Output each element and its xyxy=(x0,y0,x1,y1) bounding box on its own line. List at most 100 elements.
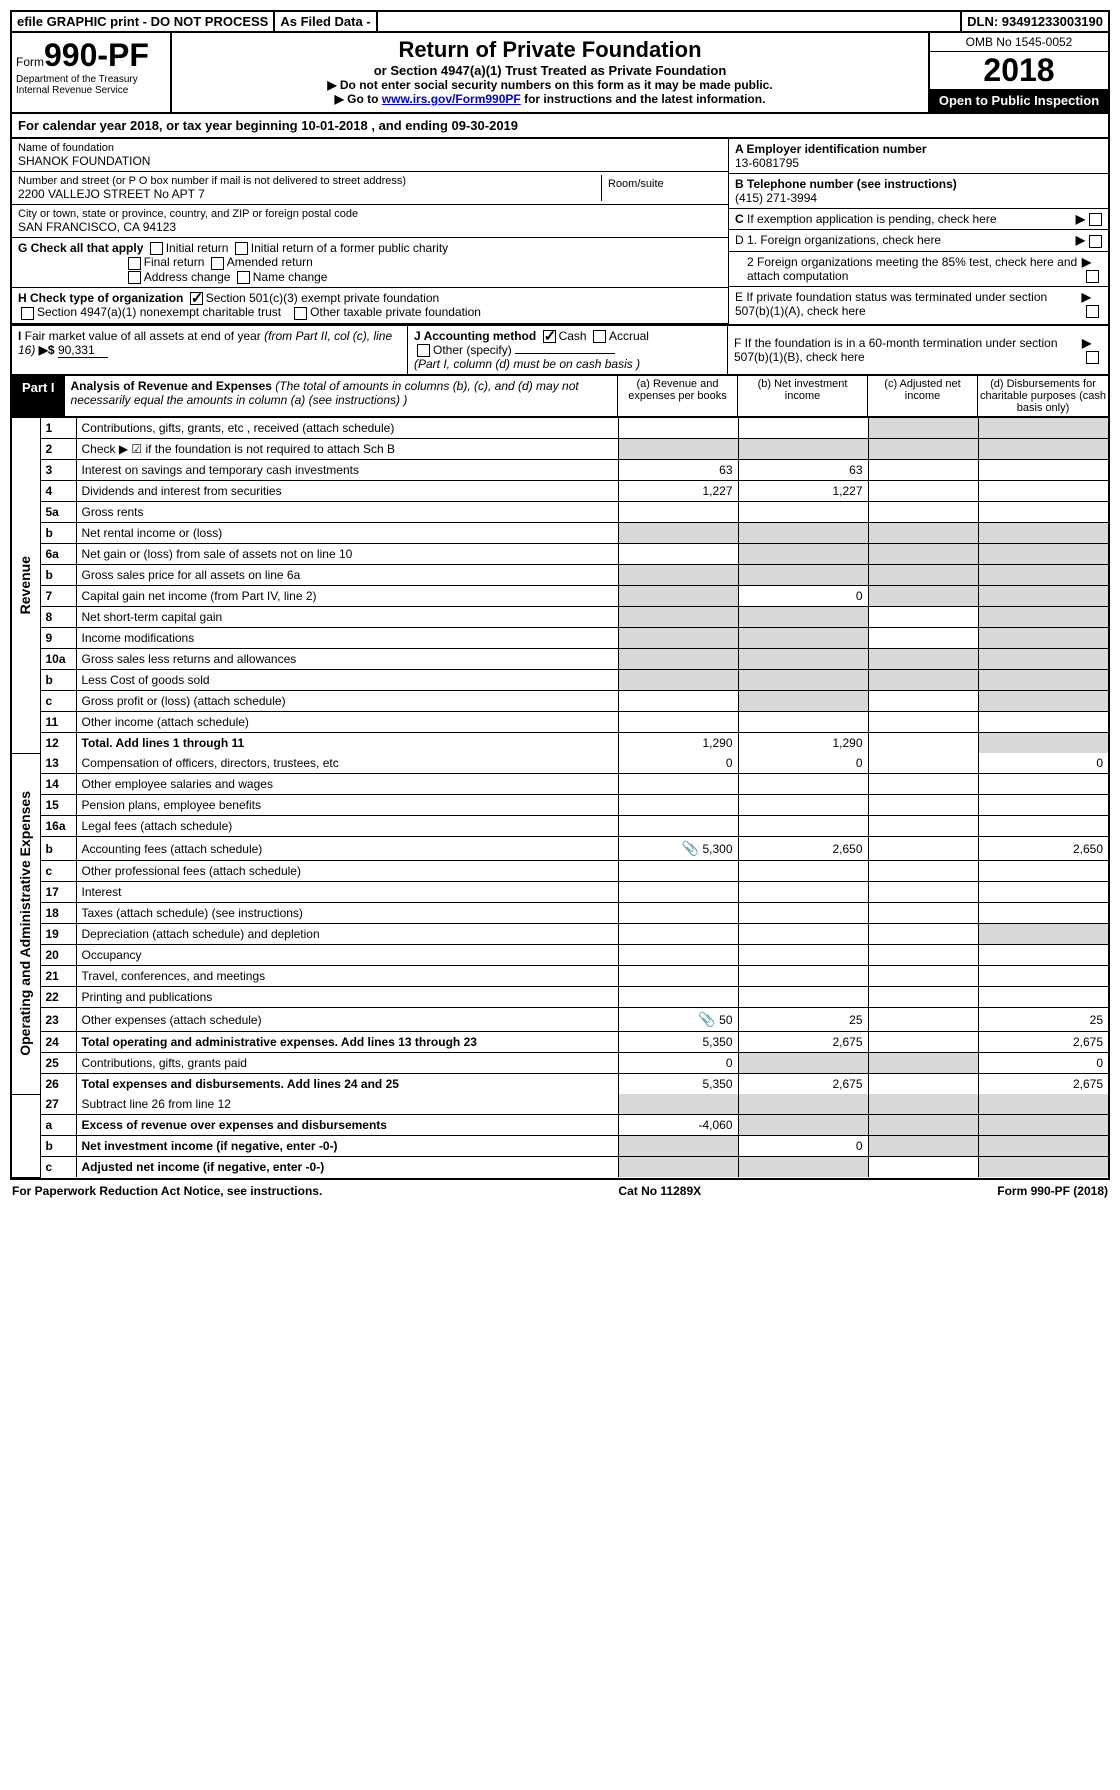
paperwork-notice: For Paperwork Reduction Act Notice, see … xyxy=(12,1184,322,1198)
col-c-value xyxy=(868,670,978,691)
form-word: Form xyxy=(16,55,44,69)
col-d-value: 0 xyxy=(978,753,1108,774)
checkbox-4947a1[interactable] xyxy=(21,307,34,320)
col-d-value xyxy=(978,712,1108,733)
line-description: Total operating and administrative expen… xyxy=(76,1032,618,1053)
checkbox-amended[interactable] xyxy=(211,257,224,270)
form-header: Form990-PF Department of the Treasury In… xyxy=(12,33,1108,114)
col-a-value xyxy=(618,795,738,816)
col-d-value xyxy=(978,628,1108,649)
attachment-icon[interactable]: 📎 xyxy=(682,840,699,856)
checkbox-d2[interactable] xyxy=(1086,270,1099,283)
line-number: 8 xyxy=(40,607,76,628)
irs-link[interactable]: www.irs.gov/Form990PF xyxy=(382,92,521,106)
col-d-value xyxy=(978,670,1108,691)
table-row: 3Interest on savings and temporary cash … xyxy=(12,460,1108,481)
col-c-value xyxy=(868,774,978,795)
cat-number: Cat No 11289X xyxy=(618,1184,701,1198)
checkbox-accrual[interactable] xyxy=(593,330,606,343)
col-c-value xyxy=(868,691,978,712)
line-number: c xyxy=(40,1157,76,1178)
line-number: c xyxy=(40,691,76,712)
col-b-value xyxy=(738,565,868,586)
ein: 13-6081795 xyxy=(735,156,799,170)
line-description: Dividends and interest from securities xyxy=(76,481,618,502)
line-number: 25 xyxy=(40,1053,76,1074)
col-c-value xyxy=(868,987,978,1008)
col-a-value xyxy=(618,586,738,607)
checkbox-f[interactable] xyxy=(1086,351,1099,364)
col-a-value xyxy=(618,691,738,712)
col-b-value xyxy=(738,774,868,795)
line-number: 10a xyxy=(40,649,76,670)
col-b-value: 2,675 xyxy=(738,1074,868,1095)
line-number: 14 xyxy=(40,774,76,795)
telephone: (415) 271-3994 xyxy=(735,191,817,205)
table-row: 24Total operating and administrative exp… xyxy=(12,1032,1108,1053)
line-number: 24 xyxy=(40,1032,76,1053)
table-row: 27Subtract line 26 from line 12 xyxy=(12,1094,1108,1115)
col-d-value xyxy=(978,439,1108,460)
checkbox-initial-former[interactable] xyxy=(235,242,248,255)
line-description: Other expenses (attach schedule) xyxy=(76,1008,618,1032)
col-a-header: (a) Revenue and expenses per books xyxy=(618,376,738,416)
col-b-value xyxy=(738,628,868,649)
col-a-value xyxy=(618,439,738,460)
entity-info: Name of foundation SHANOK FOUNDATION Num… xyxy=(12,139,1108,326)
line-number: 15 xyxy=(40,795,76,816)
as-filed-label: As Filed Data - xyxy=(275,12,377,31)
checkbox-other-taxable[interactable] xyxy=(294,307,307,320)
room-suite-label: Room/suite xyxy=(602,175,722,201)
col-b-value: 0 xyxy=(738,753,868,774)
address-row: Number and street (or P O box number if … xyxy=(12,172,728,205)
checkbox-cash[interactable] xyxy=(543,330,556,343)
line-number: 17 xyxy=(40,882,76,903)
line-description: Excess of revenue over expenses and disb… xyxy=(76,1115,618,1136)
line-description: Other income (attach schedule) xyxy=(76,712,618,733)
col-d-value xyxy=(978,733,1108,754)
col-d-value: 2,675 xyxy=(978,1032,1108,1053)
table-row: 15Pension plans, employee benefits xyxy=(12,795,1108,816)
line-description: Income modifications xyxy=(76,628,618,649)
col-d-value xyxy=(978,418,1108,439)
col-b-value xyxy=(738,523,868,544)
checkbox-501c3[interactable] xyxy=(190,292,203,305)
line-description: Contributions, gifts, grants paid xyxy=(76,1053,618,1074)
col-d-value xyxy=(978,795,1108,816)
line-number: b xyxy=(40,523,76,544)
col-a-value: -4,060 xyxy=(618,1115,738,1136)
line-description: Interest xyxy=(76,882,618,903)
col-a-value xyxy=(618,670,738,691)
checkbox-e[interactable] xyxy=(1086,305,1099,318)
col-d-value xyxy=(978,544,1108,565)
form-container: efile GRAPHIC print - DO NOT PROCESS As … xyxy=(10,10,1110,1180)
checkbox-address-change[interactable] xyxy=(128,271,141,284)
checkbox-other-method[interactable] xyxy=(417,344,430,357)
section-b: B Telephone number (see instructions) (4… xyxy=(729,174,1108,209)
table-row: 5aGross rents xyxy=(12,502,1108,523)
col-a-value: 📎 5,300 xyxy=(618,837,738,861)
checkbox-c[interactable] xyxy=(1089,213,1102,226)
col-a-value: 📎 50 xyxy=(618,1008,738,1032)
checkbox-d1[interactable] xyxy=(1089,235,1102,248)
col-b-value: 25 xyxy=(738,1008,868,1032)
col-b-value xyxy=(738,882,868,903)
col-b-value xyxy=(738,816,868,837)
line-number: 5a xyxy=(40,502,76,523)
col-a-value xyxy=(618,649,738,670)
col-c-value xyxy=(868,649,978,670)
checkbox-name-change[interactable] xyxy=(237,271,250,284)
col-b-value: 63 xyxy=(738,460,868,481)
table-row: 20Occupancy xyxy=(12,945,1108,966)
col-c-value xyxy=(868,816,978,837)
col-a-value xyxy=(618,628,738,649)
col-b-value xyxy=(738,987,868,1008)
line-description: Net investment income (if negative, ente… xyxy=(76,1136,618,1157)
attachment-icon[interactable]: 📎 xyxy=(698,1011,715,1027)
checkbox-final-return[interactable] xyxy=(128,257,141,270)
col-a-value xyxy=(618,544,738,565)
line-number: a xyxy=(40,1115,76,1136)
line-description: Subtract line 26 from line 12 xyxy=(76,1094,618,1115)
city-cell: City or town, state or province, country… xyxy=(12,205,728,238)
checkbox-initial-return[interactable] xyxy=(150,242,163,255)
